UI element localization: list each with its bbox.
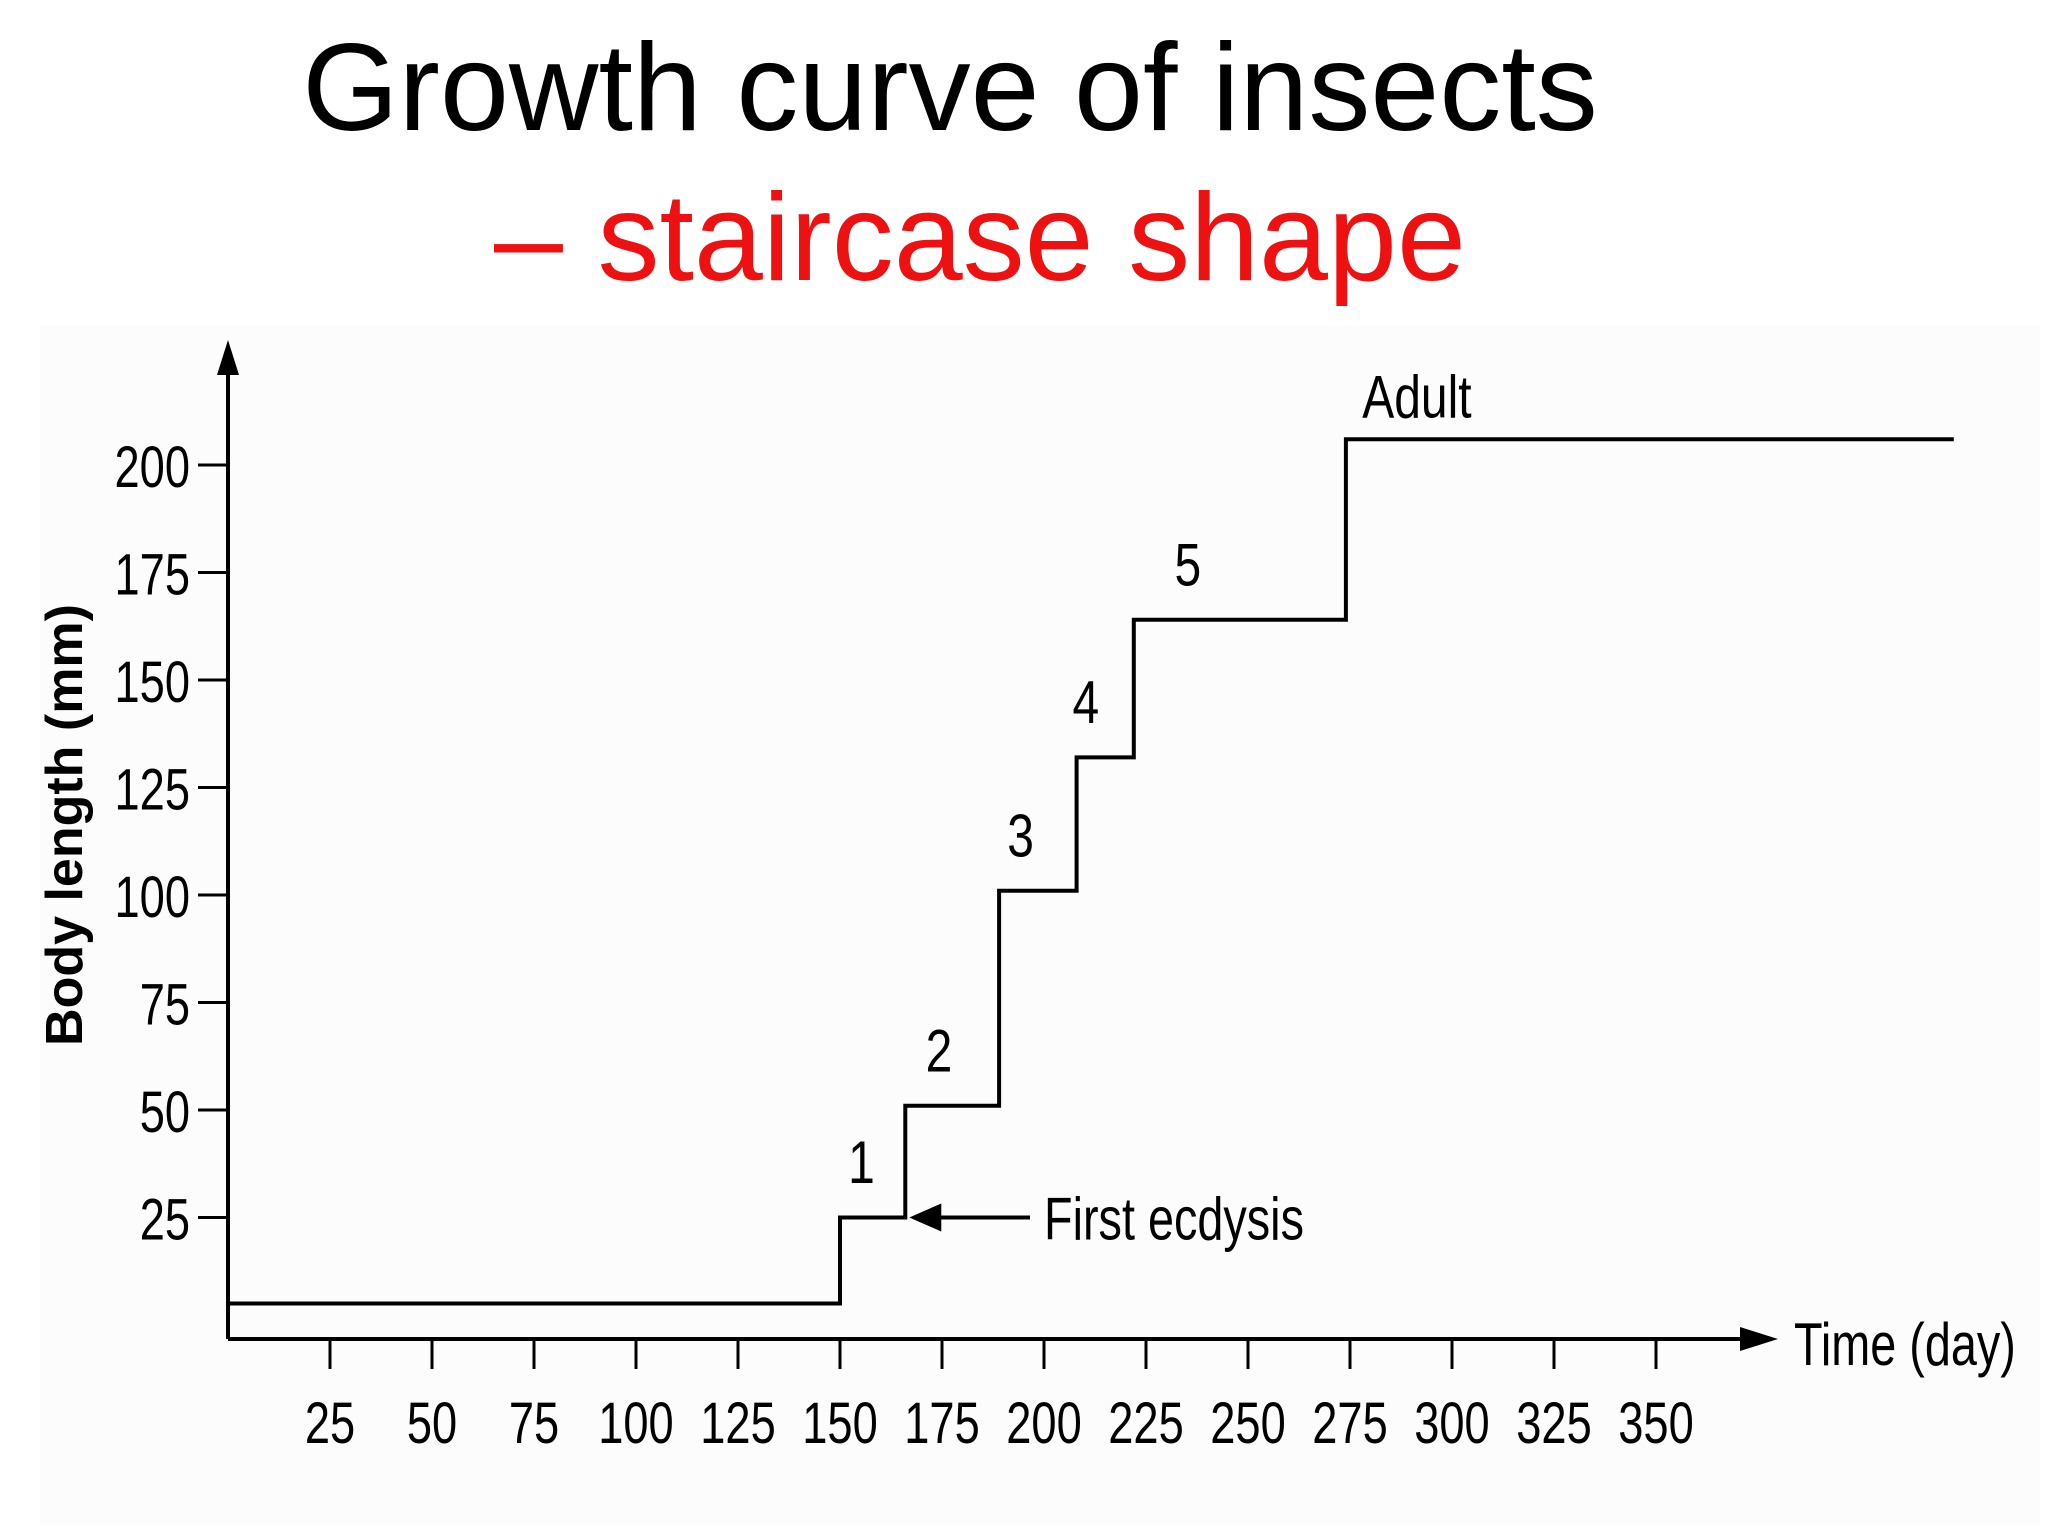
slide-subtitle: – staircase shape bbox=[494, 169, 1466, 307]
stage-label-2: 2 bbox=[926, 1017, 953, 1084]
x-tick-label: 100 bbox=[598, 1392, 673, 1457]
stage-label-1: 1 bbox=[848, 1129, 875, 1196]
x-tick-label: 75 bbox=[509, 1392, 559, 1457]
y-tick-label: 200 bbox=[115, 436, 190, 501]
x-axis-arrow-icon bbox=[1740, 1327, 1778, 1351]
stage-label-3: 3 bbox=[1007, 802, 1034, 869]
y-tick-label: 25 bbox=[140, 1188, 190, 1253]
x-tick-label: 150 bbox=[802, 1392, 877, 1457]
x-tick-label: 125 bbox=[700, 1392, 775, 1457]
x-axis-label: Time (day) bbox=[1794, 1311, 2016, 1378]
x-tick-label: 175 bbox=[904, 1392, 979, 1457]
y-tick-label: 75 bbox=[140, 973, 190, 1038]
y-tick-label: 175 bbox=[115, 543, 190, 608]
x-tick-label: 325 bbox=[1516, 1392, 1591, 1457]
series bbox=[228, 437, 1954, 1306]
x-tick-label: 300 bbox=[1414, 1392, 1489, 1457]
y-tick-label: 125 bbox=[115, 758, 190, 823]
x-tick-label: 350 bbox=[1618, 1392, 1693, 1457]
axes bbox=[217, 340, 1778, 1351]
y-axis-arrow-icon bbox=[217, 340, 239, 375]
x-tick-label: 250 bbox=[1210, 1392, 1285, 1457]
labels: Body length (mm) Time (day) 12 34 5 Adult Firs… bbox=[40, 364, 2016, 1379]
x-tick-label: 50 bbox=[407, 1392, 457, 1457]
stage-label-4: 4 bbox=[1073, 669, 1100, 736]
slide-title: Growth curve of insects bbox=[302, 19, 1598, 157]
y-tick-label: 150 bbox=[115, 651, 190, 716]
y-tick-label: 50 bbox=[140, 1081, 190, 1146]
y-axis-label: Body length (mm) bbox=[40, 604, 94, 1046]
x-tick-label: 275 bbox=[1312, 1392, 1387, 1457]
stage-label-5: 5 bbox=[1175, 531, 1202, 598]
x-tick-label: 200 bbox=[1006, 1392, 1081, 1457]
x-tick-label: 225 bbox=[1108, 1392, 1183, 1457]
growth-step-line bbox=[228, 437, 1954, 1306]
x-tick-label: 25 bbox=[305, 1392, 355, 1457]
first-ecdysis-arrow-icon bbox=[909, 1203, 942, 1232]
stage-label-adult: Adult bbox=[1362, 364, 1471, 431]
first-ecdysis-label: First ecdysis bbox=[1044, 1186, 1304, 1253]
y-tick-label: 100 bbox=[115, 866, 190, 931]
chart-panel: 25 50 75 100 125 150 175 200 25 50 75 100 125 150 175 2… bbox=[40, 325, 2040, 1525]
